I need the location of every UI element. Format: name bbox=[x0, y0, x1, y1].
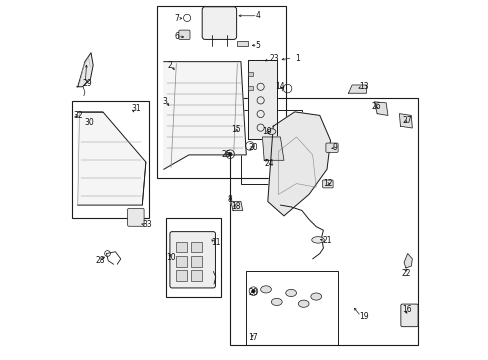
Text: 23: 23 bbox=[269, 54, 279, 63]
Text: 29: 29 bbox=[82, 79, 92, 88]
Text: 12: 12 bbox=[323, 179, 332, 188]
Text: 22: 22 bbox=[401, 269, 410, 278]
Bar bbox=[237, 41, 247, 46]
Bar bbox=[72, 101, 149, 218]
FancyBboxPatch shape bbox=[400, 304, 417, 327]
Ellipse shape bbox=[311, 237, 324, 243]
Text: 9: 9 bbox=[332, 143, 337, 152]
Bar bbox=[176, 256, 187, 267]
Text: 32: 32 bbox=[73, 111, 82, 120]
Text: 27: 27 bbox=[402, 116, 411, 125]
Text: 2: 2 bbox=[167, 61, 172, 70]
Text: 1: 1 bbox=[294, 54, 299, 63]
FancyBboxPatch shape bbox=[127, 208, 144, 226]
Polygon shape bbox=[78, 112, 145, 205]
FancyBboxPatch shape bbox=[322, 180, 332, 188]
Text: 33: 33 bbox=[142, 220, 152, 229]
Bar bbox=[246, 271, 337, 345]
Bar bbox=[176, 242, 187, 252]
Ellipse shape bbox=[310, 293, 321, 300]
Bar bbox=[176, 270, 187, 281]
Text: 7: 7 bbox=[174, 14, 179, 23]
Polygon shape bbox=[163, 62, 246, 169]
Bar bbox=[165, 218, 221, 297]
Text: 3: 3 bbox=[162, 96, 166, 105]
Bar bbox=[191, 270, 202, 281]
Text: 18: 18 bbox=[231, 202, 240, 211]
Text: 14: 14 bbox=[274, 82, 284, 91]
Polygon shape bbox=[230, 202, 242, 211]
Text: 21: 21 bbox=[322, 237, 331, 246]
Polygon shape bbox=[373, 102, 387, 116]
Text: 31: 31 bbox=[131, 104, 141, 113]
Text: 17: 17 bbox=[247, 333, 257, 342]
Polygon shape bbox=[262, 137, 284, 160]
Text: 28: 28 bbox=[96, 256, 105, 265]
Text: 30: 30 bbox=[84, 118, 94, 127]
Text: 19: 19 bbox=[359, 312, 368, 321]
Text: 26: 26 bbox=[371, 102, 381, 111]
Bar bbox=[247, 86, 253, 90]
FancyBboxPatch shape bbox=[179, 30, 190, 40]
Text: 11: 11 bbox=[211, 238, 221, 247]
Text: 8: 8 bbox=[227, 195, 232, 204]
Ellipse shape bbox=[285, 289, 296, 297]
Text: 20: 20 bbox=[247, 143, 257, 152]
Bar bbox=[247, 72, 253, 76]
Circle shape bbox=[251, 289, 255, 293]
Text: 24: 24 bbox=[264, 159, 273, 168]
Text: 15: 15 bbox=[230, 125, 240, 134]
Bar bbox=[191, 256, 202, 267]
Ellipse shape bbox=[266, 129, 275, 134]
Text: 4: 4 bbox=[255, 10, 260, 19]
Text: 16: 16 bbox=[402, 305, 411, 314]
Text: 13: 13 bbox=[359, 82, 368, 91]
Ellipse shape bbox=[260, 286, 271, 293]
FancyBboxPatch shape bbox=[202, 7, 236, 40]
Polygon shape bbox=[399, 114, 411, 128]
Text: 6: 6 bbox=[174, 32, 179, 41]
Bar bbox=[230, 98, 418, 345]
Polygon shape bbox=[247, 60, 276, 139]
Ellipse shape bbox=[271, 298, 282, 306]
Bar bbox=[241, 110, 301, 184]
FancyBboxPatch shape bbox=[325, 143, 337, 152]
Ellipse shape bbox=[298, 300, 308, 307]
Text: 25: 25 bbox=[221, 150, 230, 159]
Polygon shape bbox=[403, 253, 411, 268]
Text: 5: 5 bbox=[255, 41, 260, 50]
Text: 20: 20 bbox=[247, 288, 257, 297]
Polygon shape bbox=[77, 53, 93, 87]
Polygon shape bbox=[348, 85, 366, 93]
Circle shape bbox=[228, 152, 231, 156]
Polygon shape bbox=[267, 112, 330, 216]
Bar bbox=[156, 6, 285, 178]
Bar bbox=[191, 242, 202, 252]
FancyBboxPatch shape bbox=[169, 231, 215, 288]
Text: 10: 10 bbox=[166, 253, 176, 262]
Text: 19: 19 bbox=[262, 127, 271, 136]
